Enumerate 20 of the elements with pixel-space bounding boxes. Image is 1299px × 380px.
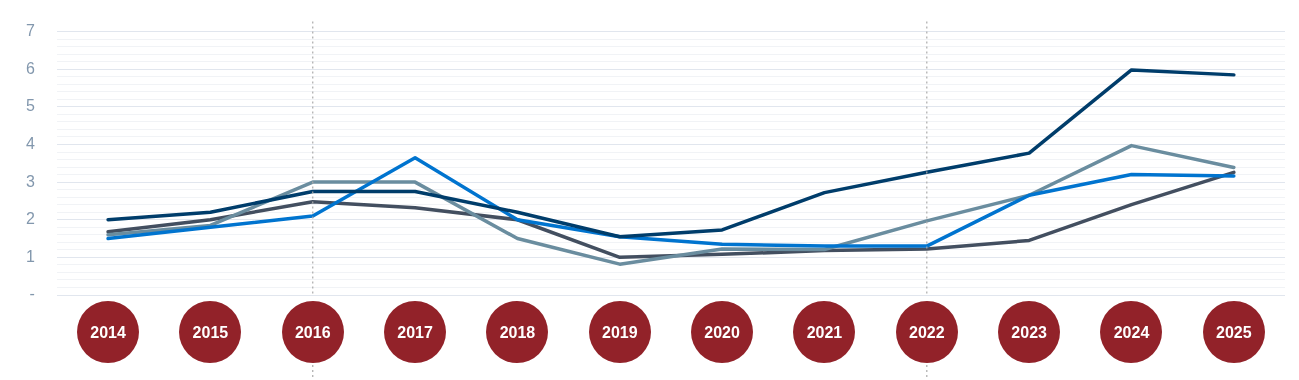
x-tick-label: 2017 bbox=[397, 324, 433, 342]
y-tick-label: 3 bbox=[25, 172, 35, 190]
x-tick-label: 2022 bbox=[909, 324, 945, 342]
x-tick-label: 2023 bbox=[1011, 324, 1048, 342]
x-tick-label: 2024 bbox=[1113, 324, 1150, 342]
x-tick-label: 2018 bbox=[499, 324, 536, 342]
y-tick-label: - bbox=[29, 285, 35, 303]
y-tick-label: 4 bbox=[25, 134, 35, 152]
y-tick-label: 5 bbox=[25, 97, 35, 115]
y-tick-label: 6 bbox=[25, 59, 35, 77]
y-tick-label: 1 bbox=[25, 247, 35, 265]
x-tick-label: 2016 bbox=[294, 324, 331, 342]
x-tick-label: 2015 bbox=[192, 324, 229, 342]
x-tick-label: 2020 bbox=[704, 324, 741, 342]
y-tick-label: 2 bbox=[25, 210, 35, 228]
x-tick-label: 2025 bbox=[1216, 324, 1252, 342]
x-tick-label: 2014 bbox=[90, 324, 126, 342]
x-tick-label: 2021 bbox=[806, 324, 843, 342]
x-tick-label: 2019 bbox=[601, 324, 638, 342]
y-tick-label: 7 bbox=[25, 22, 35, 40]
